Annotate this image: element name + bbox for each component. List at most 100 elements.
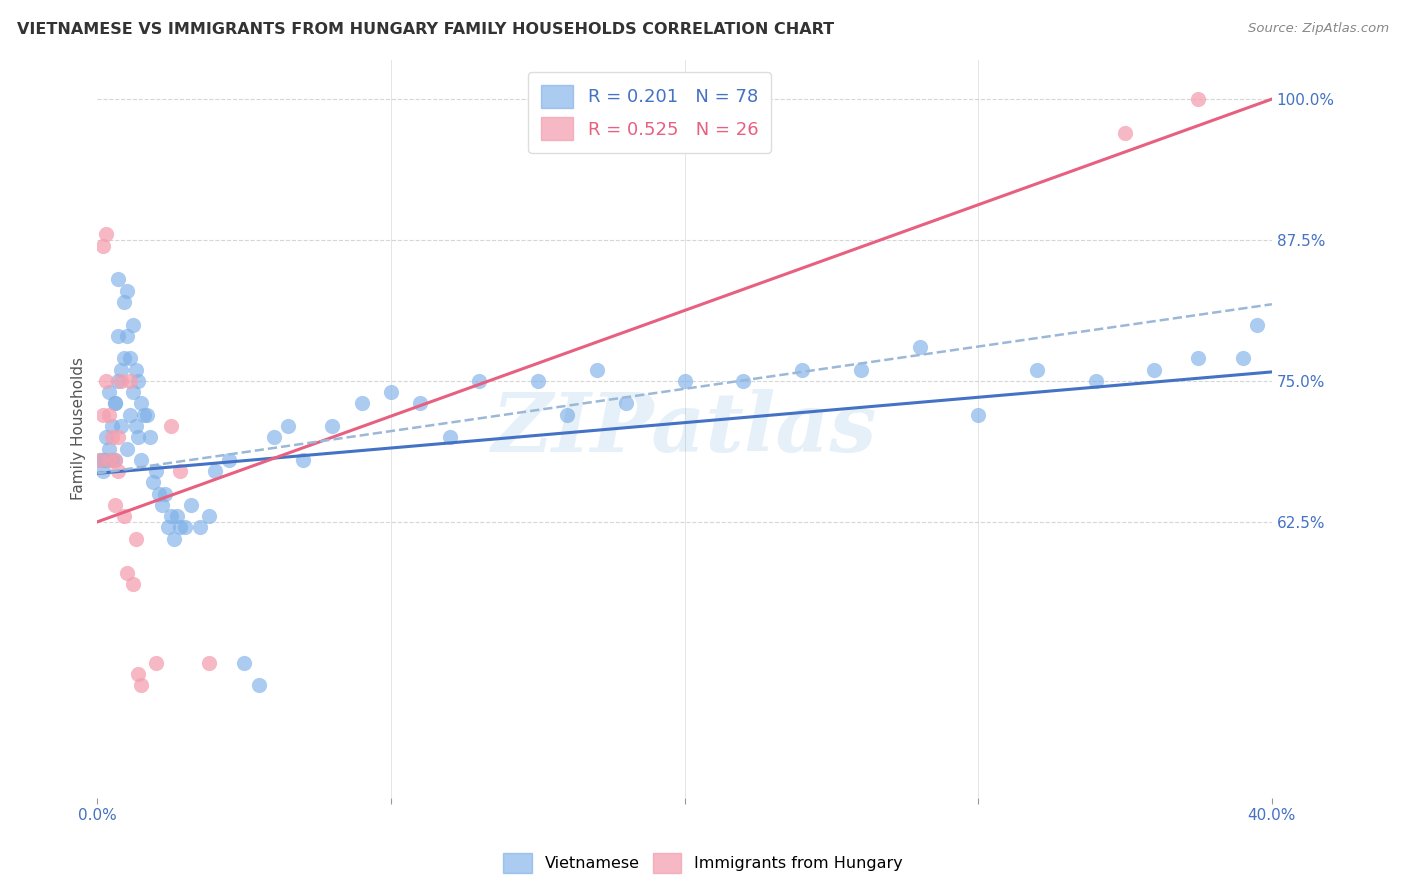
Point — [89, 453, 111, 467]
Legend: R = 0.201   N = 78, R = 0.525   N = 26: R = 0.201 N = 78, R = 0.525 N = 26 — [529, 72, 770, 153]
Point — [115, 566, 138, 580]
Point — [321, 419, 343, 434]
Point — [153, 486, 176, 500]
Point — [98, 408, 121, 422]
Point — [104, 396, 127, 410]
Point — [121, 577, 143, 591]
Point — [131, 396, 153, 410]
Point — [96, 430, 118, 444]
Point — [127, 667, 149, 681]
Point — [107, 464, 129, 478]
Point — [127, 430, 149, 444]
Point — [1114, 126, 1136, 140]
Point — [204, 464, 226, 478]
Text: ZIPatlas: ZIPatlas — [492, 389, 877, 469]
Point — [380, 385, 402, 400]
Point — [180, 498, 202, 512]
Point — [350, 396, 373, 410]
Point — [121, 318, 143, 332]
Point — [118, 351, 141, 366]
Point — [131, 453, 153, 467]
Point — [733, 374, 755, 388]
Point — [101, 453, 124, 467]
Point — [115, 284, 138, 298]
Point — [247, 678, 270, 692]
Point — [101, 430, 124, 444]
Point — [263, 430, 285, 444]
Point — [188, 520, 211, 534]
Point — [112, 351, 135, 366]
Point — [1187, 92, 1209, 106]
Point — [849, 362, 872, 376]
Point — [439, 430, 461, 444]
Point — [104, 453, 127, 467]
Point — [98, 385, 121, 400]
Point — [112, 295, 135, 310]
Point — [409, 396, 432, 410]
Point — [159, 509, 181, 524]
Point — [96, 374, 118, 388]
Point — [555, 408, 578, 422]
Point — [91, 408, 114, 422]
Point — [124, 532, 146, 546]
Point — [139, 430, 162, 444]
Text: VIETNAMESE VS IMMIGRANTS FROM HUNGARY FAMILY HOUSEHOLDS CORRELATION CHART: VIETNAMESE VS IMMIGRANTS FROM HUNGARY FA… — [17, 22, 834, 37]
Point — [585, 362, 607, 376]
Point — [156, 520, 179, 534]
Point — [115, 328, 138, 343]
Point — [148, 486, 170, 500]
Point — [614, 396, 637, 410]
Point — [110, 374, 132, 388]
Point — [107, 430, 129, 444]
Point — [142, 475, 165, 490]
Point — [145, 464, 167, 478]
Point — [1143, 362, 1166, 376]
Point — [104, 453, 127, 467]
Point — [107, 374, 129, 388]
Point — [174, 520, 197, 534]
Point — [104, 498, 127, 512]
Point — [121, 385, 143, 400]
Point — [198, 656, 221, 670]
Point — [145, 656, 167, 670]
Point — [1246, 318, 1268, 332]
Point — [163, 532, 186, 546]
Point — [468, 374, 491, 388]
Point — [110, 419, 132, 434]
Point — [115, 442, 138, 456]
Point — [104, 396, 127, 410]
Point — [89, 453, 111, 467]
Text: Source: ZipAtlas.com: Source: ZipAtlas.com — [1249, 22, 1389, 36]
Point — [277, 419, 299, 434]
Point — [1232, 351, 1254, 366]
Point — [1187, 351, 1209, 366]
Point — [169, 520, 191, 534]
Point — [96, 227, 118, 242]
Point — [101, 419, 124, 434]
Point — [118, 374, 141, 388]
Y-axis label: Family Households: Family Households — [72, 358, 86, 500]
Point — [131, 678, 153, 692]
Point — [169, 464, 191, 478]
Point — [118, 408, 141, 422]
Point — [159, 419, 181, 434]
Point — [1026, 362, 1049, 376]
Point — [967, 408, 990, 422]
Point — [166, 509, 188, 524]
Point — [673, 374, 696, 388]
Point — [124, 362, 146, 376]
Point — [91, 238, 114, 252]
Point — [124, 419, 146, 434]
Point — [96, 453, 118, 467]
Point — [198, 509, 221, 524]
Point — [107, 272, 129, 286]
Point — [107, 328, 129, 343]
Point — [291, 453, 314, 467]
Point — [136, 408, 159, 422]
Legend: Vietnamese, Immigrants from Hungary: Vietnamese, Immigrants from Hungary — [496, 847, 910, 880]
Point — [91, 453, 114, 467]
Point — [112, 509, 135, 524]
Point — [98, 442, 121, 456]
Point — [527, 374, 550, 388]
Point — [218, 453, 240, 467]
